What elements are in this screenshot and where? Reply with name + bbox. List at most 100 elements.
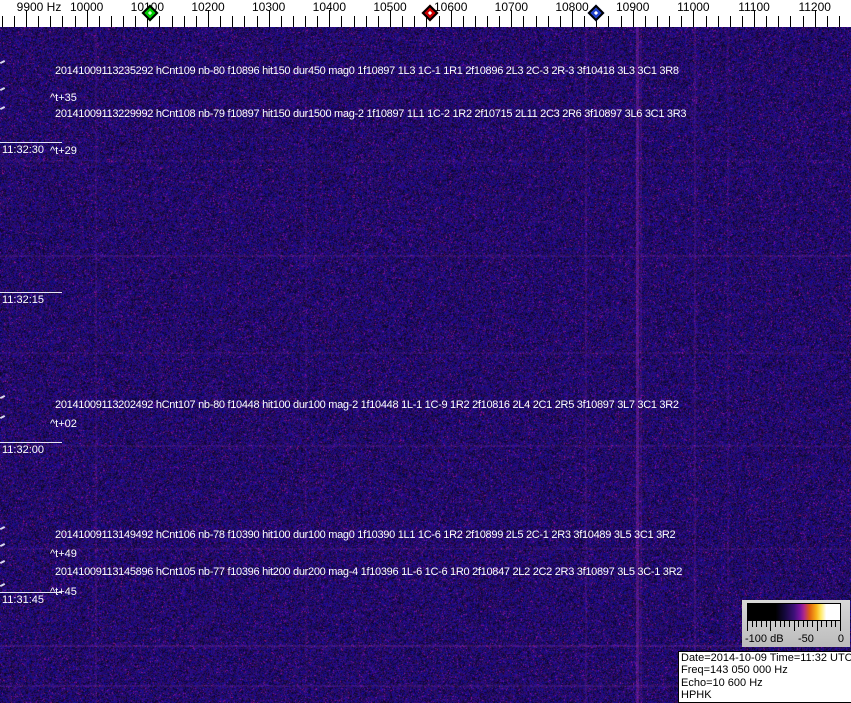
ruler-tick <box>353 16 355 27</box>
ruler-tick <box>535 16 537 27</box>
ruler-tick <box>110 16 112 27</box>
ruler-tick <box>632 10 634 27</box>
db-tick <box>788 621 790 627</box>
db-tick <box>760 621 762 627</box>
ruler-tick <box>341 16 343 27</box>
db-tick <box>747 621 748 631</box>
db-tick <box>807 621 809 627</box>
ruler-tick <box>729 16 731 27</box>
ruler-tick <box>487 16 489 27</box>
db-tick <box>770 621 772 631</box>
ruler-tick <box>766 16 768 27</box>
ruler-tick <box>705 16 707 27</box>
ruler-tick <box>584 16 586 27</box>
ruler-tick <box>572 10 574 27</box>
ruler-tick <box>499 16 501 27</box>
ruler-tick <box>693 10 695 27</box>
db-tick <box>840 621 841 631</box>
ruler-tick <box>74 16 76 27</box>
db-tick <box>821 621 823 627</box>
ruler-tick <box>365 16 367 27</box>
db-tick <box>816 621 818 631</box>
db-tick <box>751 621 753 627</box>
ruler-tick <box>438 16 440 27</box>
db-mid-label: -50 <box>798 633 814 645</box>
ruler-tick <box>511 10 513 27</box>
ruler-tick <box>171 16 173 27</box>
ruler-tick <box>280 16 282 27</box>
ruler-tick <box>208 10 209 27</box>
db-tick <box>756 621 758 627</box>
ruler-tick <box>244 16 246 27</box>
ruler-tick <box>717 16 719 27</box>
ruler-freq-label: 10400 <box>312 0 347 14</box>
db-max-label: 0 <box>837 633 844 645</box>
ruler-tick <box>220 16 222 27</box>
ruler-freq-label: 10200 <box>191 0 225 14</box>
ruler-tick <box>123 16 125 27</box>
db-tick <box>774 621 776 627</box>
db-tick <box>830 621 832 627</box>
ruler-freq-label: 10300 <box>251 0 286 14</box>
ruler-freq-label: 10700 <box>494 0 529 14</box>
ruler-tick <box>426 16 428 27</box>
ruler-tick <box>305 16 307 27</box>
ruler-tick <box>329 10 331 27</box>
ruler-tick <box>644 16 646 27</box>
ruler-tick <box>790 16 792 27</box>
ruler-tick <box>681 16 683 27</box>
info-echo-freq: Echo=10 600 Hz <box>681 676 763 689</box>
ruler-tick <box>390 10 392 27</box>
db-tick <box>798 621 800 627</box>
db-tick <box>765 621 767 627</box>
ruler-freq-label: 10600 <box>434 0 468 14</box>
ruler-tick <box>256 16 258 27</box>
marker-center-dot <box>148 10 153 16</box>
marker-center-dot <box>594 10 599 16</box>
ruler-tick <box>741 16 743 27</box>
ruler-tick <box>86 10 88 27</box>
db-colorbar: -100 dB -50 0 <box>742 600 850 647</box>
ruler-tick <box>838 16 840 27</box>
db-tick <box>812 621 814 627</box>
ruler-tick <box>98 16 100 27</box>
spectrogram-canvas <box>0 27 851 703</box>
ruler-tick <box>232 16 234 27</box>
freq-marker-blue-icon[interactable] <box>587 4 605 22</box>
db-scale-ticks <box>747 621 841 632</box>
ruler-tick <box>159 16 161 27</box>
db-tick <box>802 621 804 627</box>
ruler-tick <box>317 16 319 27</box>
ruler-tick <box>268 10 270 27</box>
ruler-tick <box>195 16 197 27</box>
ruler-tick <box>814 10 816 27</box>
ruler-freq-label: 11000 <box>677 0 710 14</box>
db-tick <box>835 621 837 627</box>
ruler-tick <box>778 16 780 27</box>
ruler-tick <box>547 16 549 27</box>
ruler-tick <box>474 16 476 27</box>
info-date-time: Date=2014-10-09 Time=11:32 UTC <box>681 652 851 664</box>
db-tick <box>784 621 786 627</box>
ruler-tick <box>620 16 622 27</box>
ruler-freq-label: 11100 <box>738 0 770 14</box>
marker-center-dot <box>427 10 433 16</box>
db-tick <box>793 621 795 631</box>
db-gradient-bar <box>747 603 841 621</box>
ruler-tick <box>754 10 756 27</box>
ruler-tick <box>462 16 464 27</box>
ruler-tick <box>50 16 52 27</box>
frequency-ruler: 9900 Hz100001010010200103001040010500106… <box>0 0 851 27</box>
ruler-tick <box>377 16 379 27</box>
db-tick <box>826 621 828 627</box>
ruler-tick <box>826 16 828 27</box>
ruler-tick <box>13 16 15 27</box>
ruler-tick <box>135 16 137 27</box>
status-info-box: Date=2014-10-09 Time=11:32 UTC Freq=143 … <box>678 651 851 703</box>
ruler-tick <box>669 16 671 27</box>
db-tick <box>779 621 781 627</box>
info-frequency: Freq=143 050 000 Hz <box>681 664 788 677</box>
ruler-tick <box>38 16 40 27</box>
ruler-tick <box>62 16 64 27</box>
